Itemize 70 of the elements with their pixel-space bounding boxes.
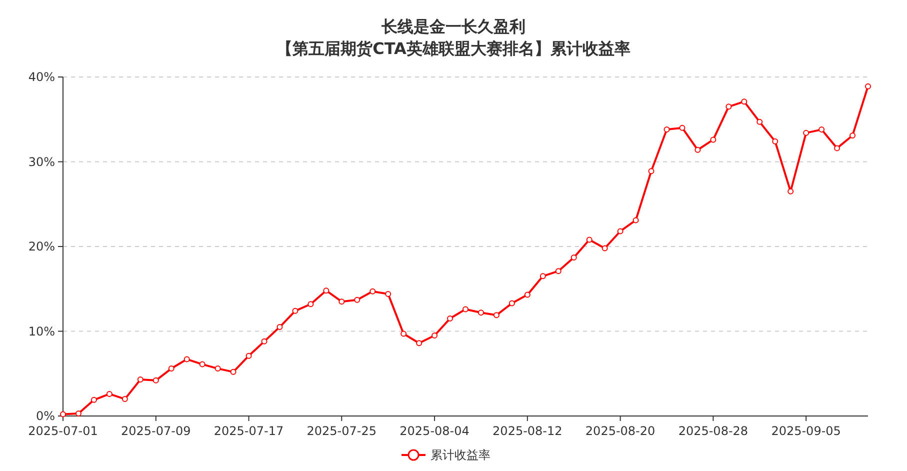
point (308, 301, 314, 308)
point (617, 228, 624, 234)
point (261, 338, 268, 344)
point (230, 368, 236, 375)
point (788, 188, 794, 194)
point (385, 290, 392, 297)
point (850, 132, 856, 138)
x-tick-label: 2025-08-20 (585, 424, 656, 438)
point (524, 292, 530, 298)
point (508, 300, 515, 306)
point (586, 236, 592, 243)
point (694, 146, 701, 153)
point (741, 98, 748, 105)
point (679, 124, 686, 131)
point (493, 312, 500, 318)
point (199, 361, 206, 368)
x-tick-label: 2025-07-01 (28, 424, 98, 438)
point (432, 332, 438, 338)
point (75, 410, 82, 416)
point (756, 118, 763, 125)
x-tick-label: 2025-08-28 (678, 424, 748, 438)
x-tick-label: 2025-07-09 (121, 424, 191, 438)
point (60, 411, 66, 418)
point (648, 168, 654, 174)
point (400, 330, 407, 337)
y-tick-label: 40% (28, 70, 55, 84)
x-tick-label: 2025-07-17 (214, 424, 284, 438)
chart-subtitle: 【第五届期货CTA英雄联盟大赛排名】累计收益率 (276, 39, 630, 58)
point (570, 254, 577, 261)
x-tick-label: 2025-08-12 (492, 424, 562, 438)
point (106, 390, 112, 397)
point (726, 104, 732, 110)
point (478, 310, 484, 316)
y-tick-label: 10% (28, 324, 55, 338)
y-tick-label: 20% (28, 240, 55, 254)
point (462, 306, 468, 312)
point (555, 268, 562, 274)
y-tick-label: 0% (36, 409, 55, 423)
x-tick-label: 2025-08-04 (400, 424, 470, 438)
x-tick-label: 2025-09-05 (771, 424, 841, 438)
point (184, 356, 190, 362)
point (90, 396, 97, 403)
point (834, 145, 840, 152)
chart-title: 长线是金一长久盈利 (380, 17, 526, 36)
point (276, 324, 283, 330)
point (416, 340, 422, 346)
y-tick-label: 30% (28, 154, 55, 169)
point (803, 130, 810, 136)
point (354, 296, 360, 303)
point (865, 83, 871, 90)
point (772, 138, 778, 144)
point (540, 273, 546, 280)
point (602, 245, 608, 252)
point (152, 377, 159, 384)
point (214, 366, 221, 372)
point (122, 396, 128, 402)
point (246, 352, 252, 359)
point (664, 126, 670, 133)
point (632, 217, 639, 224)
point (323, 288, 330, 294)
point (447, 316, 454, 322)
legend-label: 累计收益率 (430, 448, 490, 462)
point (168, 366, 174, 372)
point (338, 298, 345, 305)
point (710, 136, 716, 143)
point (292, 308, 298, 314)
point (818, 126, 825, 133)
point (370, 288, 376, 294)
x-tick-label: 2025-07-25 (306, 424, 377, 438)
point (137, 376, 144, 383)
